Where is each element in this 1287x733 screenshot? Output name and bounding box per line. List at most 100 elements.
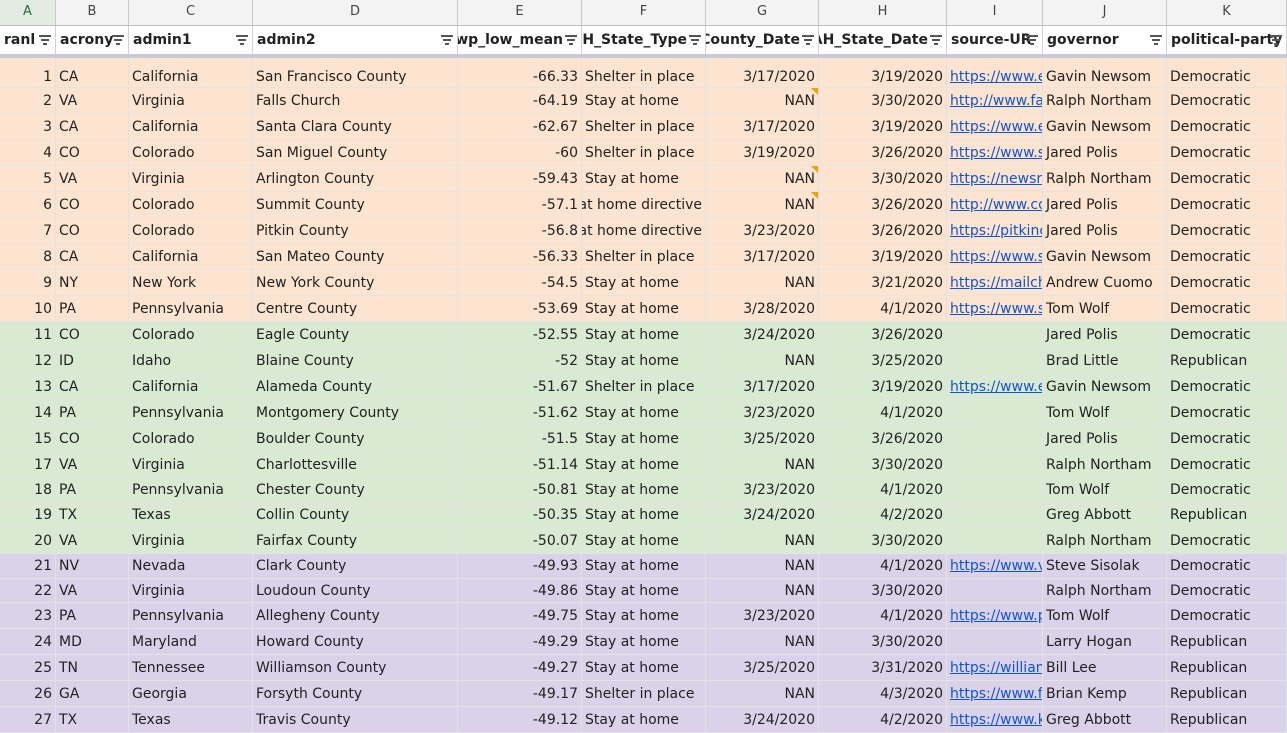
governor-cell: Jared Polis xyxy=(1043,192,1167,217)
acronym-cell: TX xyxy=(56,707,129,732)
cell-text: Tom Wolf xyxy=(1046,405,1110,421)
filter-icon[interactable] xyxy=(236,35,248,45)
state-type-cell: Stay at home xyxy=(582,88,706,113)
filter-icon[interactable] xyxy=(441,35,453,45)
comment-indicator-icon[interactable] xyxy=(811,88,818,95)
source-url-cell[interactable]: http://www.fa xyxy=(947,88,1043,113)
cell-text: Democratic xyxy=(1170,301,1251,317)
source-url-cell[interactable]: https://www.e xyxy=(947,58,1043,87)
source-url-cell[interactable]: https://newsro xyxy=(947,166,1043,191)
cell-text: 3/24/2020 xyxy=(743,507,815,523)
column-header-f[interactable]: F xyxy=(582,0,706,25)
header-cell[interactable]: admin1 xyxy=(129,26,253,54)
column-header-k[interactable]: K xyxy=(1167,0,1287,25)
cell-text: https://www.e xyxy=(950,119,1043,135)
cell-text: 3/24/2020 xyxy=(743,712,815,728)
cell-text: Collin County xyxy=(256,507,350,523)
cell-text: -51.5 xyxy=(541,431,578,447)
state-type-cell: Shelter in place xyxy=(582,114,706,139)
source-url-cell[interactable]: https://www.k xyxy=(947,707,1043,732)
column-header-j[interactable]: J xyxy=(1043,0,1167,25)
filter-icon[interactable] xyxy=(565,35,577,45)
rank-cell: 25 xyxy=(0,655,56,680)
header-cell[interactable]: source-UR xyxy=(947,26,1043,54)
county-date-cell: 3/24/2020 xyxy=(706,503,819,527)
source-url-cell[interactable]: http://www.co xyxy=(947,192,1043,217)
filter-icon[interactable] xyxy=(1026,35,1038,45)
cell-text: Ralph Northam xyxy=(1046,583,1152,599)
column-header-e[interactable]: E xyxy=(458,0,582,25)
party-cell: Democratic xyxy=(1167,88,1287,113)
source-url-cell[interactable]: https://www.e xyxy=(947,114,1043,139)
column-header-d[interactable]: D xyxy=(253,0,458,25)
column-header-a[interactable]: A xyxy=(0,0,56,25)
column-header-i[interactable]: I xyxy=(947,0,1043,25)
rank-cell: 14 xyxy=(0,400,56,425)
cell-text: 14 xyxy=(34,405,52,421)
source-url-cell[interactable]: https://www.s xyxy=(947,296,1043,321)
cell-text: https://william xyxy=(950,660,1043,676)
header-cell[interactable]: wp_low_mean xyxy=(458,26,582,54)
header-cell[interactable]: admin2 xyxy=(253,26,458,54)
rank-cell: 10 xyxy=(0,296,56,321)
rank-cell: 3 xyxy=(0,114,56,139)
filter-icon[interactable] xyxy=(1150,35,1162,45)
cell-text: NAN xyxy=(784,197,815,213)
cell-text: Stay at home xyxy=(585,275,679,291)
header-cell[interactable]: AH_State_Type xyxy=(582,26,706,54)
column-header-h[interactable]: H xyxy=(819,0,947,25)
admin1-cell: Pennsylvania xyxy=(129,400,253,425)
source-url-cell[interactable]: https://mailch xyxy=(947,270,1043,295)
comment-indicator-icon[interactable] xyxy=(811,166,818,173)
filter-icon[interactable] xyxy=(689,35,701,45)
admin2-cell: Fairfax County xyxy=(253,528,458,553)
header-label: acrony xyxy=(60,32,114,48)
source-url-cell[interactable]: https://william xyxy=(947,655,1043,680)
cell-text: -52.55 xyxy=(532,327,578,343)
cell-text: Bill Lee xyxy=(1046,660,1097,676)
header-label: source-UR xyxy=(951,32,1032,48)
state-date-cell: 3/30/2020 xyxy=(819,579,947,602)
filter-icon[interactable] xyxy=(930,35,942,45)
filter-icon[interactable] xyxy=(112,35,124,45)
admin2-cell: San Mateo County xyxy=(253,244,458,269)
source-url-cell[interactable]: https://www.s xyxy=(947,140,1043,165)
header-cell[interactable]: ranl xyxy=(0,26,56,54)
cell-text: 21 xyxy=(34,558,52,574)
header-cell[interactable]: governor xyxy=(1043,26,1167,54)
filter-icon[interactable] xyxy=(1270,35,1282,45)
source-url-cell[interactable]: https://www.f xyxy=(947,681,1043,706)
source-url-cell[interactable]: https://www.e xyxy=(947,374,1043,399)
cell-text: Colorado xyxy=(132,145,195,161)
column-header-c[interactable]: C xyxy=(129,0,253,25)
header-cell[interactable]: acrony xyxy=(56,26,129,54)
filter-icon[interactable] xyxy=(802,35,814,45)
source-url-cell[interactable]: https://www.s xyxy=(947,244,1043,269)
cell-text: Republican xyxy=(1170,507,1248,523)
cell-text: Democratic xyxy=(1170,119,1251,135)
mean-cell: -49.93 xyxy=(458,554,582,578)
table-row: 21 NV Nevada Clark County -49.93 Stay at home… xyxy=(0,554,1287,579)
header-cell[interactable]: AH_State_Date xyxy=(819,26,947,54)
mean-cell: -53.69 xyxy=(458,296,582,321)
mean-cell: -49.27 xyxy=(458,655,582,680)
column-header-b[interactable]: B xyxy=(56,0,129,25)
header-cell[interactable]: political-party xyxy=(1167,26,1287,54)
column-header-g[interactable]: G xyxy=(706,0,819,25)
cell-text: 3/28/2020 xyxy=(743,301,815,317)
source-url-cell[interactable]: https://pitkinc xyxy=(947,218,1043,243)
cell-text: Pennsylvania xyxy=(132,405,224,421)
comment-indicator-icon[interactable] xyxy=(811,192,818,199)
governor-cell: Tom Wolf xyxy=(1043,478,1167,502)
source-url-cell[interactable]: https://www.p xyxy=(947,603,1043,628)
cell-text: Democratic xyxy=(1170,93,1251,109)
cell-text: Greg Abbott xyxy=(1046,712,1132,728)
header-cell[interactable]: County_Date xyxy=(706,26,819,54)
filter-icon[interactable] xyxy=(39,35,51,45)
header-label: political-party xyxy=(1171,32,1283,48)
rank-cell: 13 xyxy=(0,374,56,399)
mean-cell: -49.86 xyxy=(458,579,582,602)
state-date-cell: 3/30/2020 xyxy=(819,629,947,654)
cell-text: MD xyxy=(59,634,82,650)
source-url-cell[interactable]: https://www.v xyxy=(947,554,1043,578)
